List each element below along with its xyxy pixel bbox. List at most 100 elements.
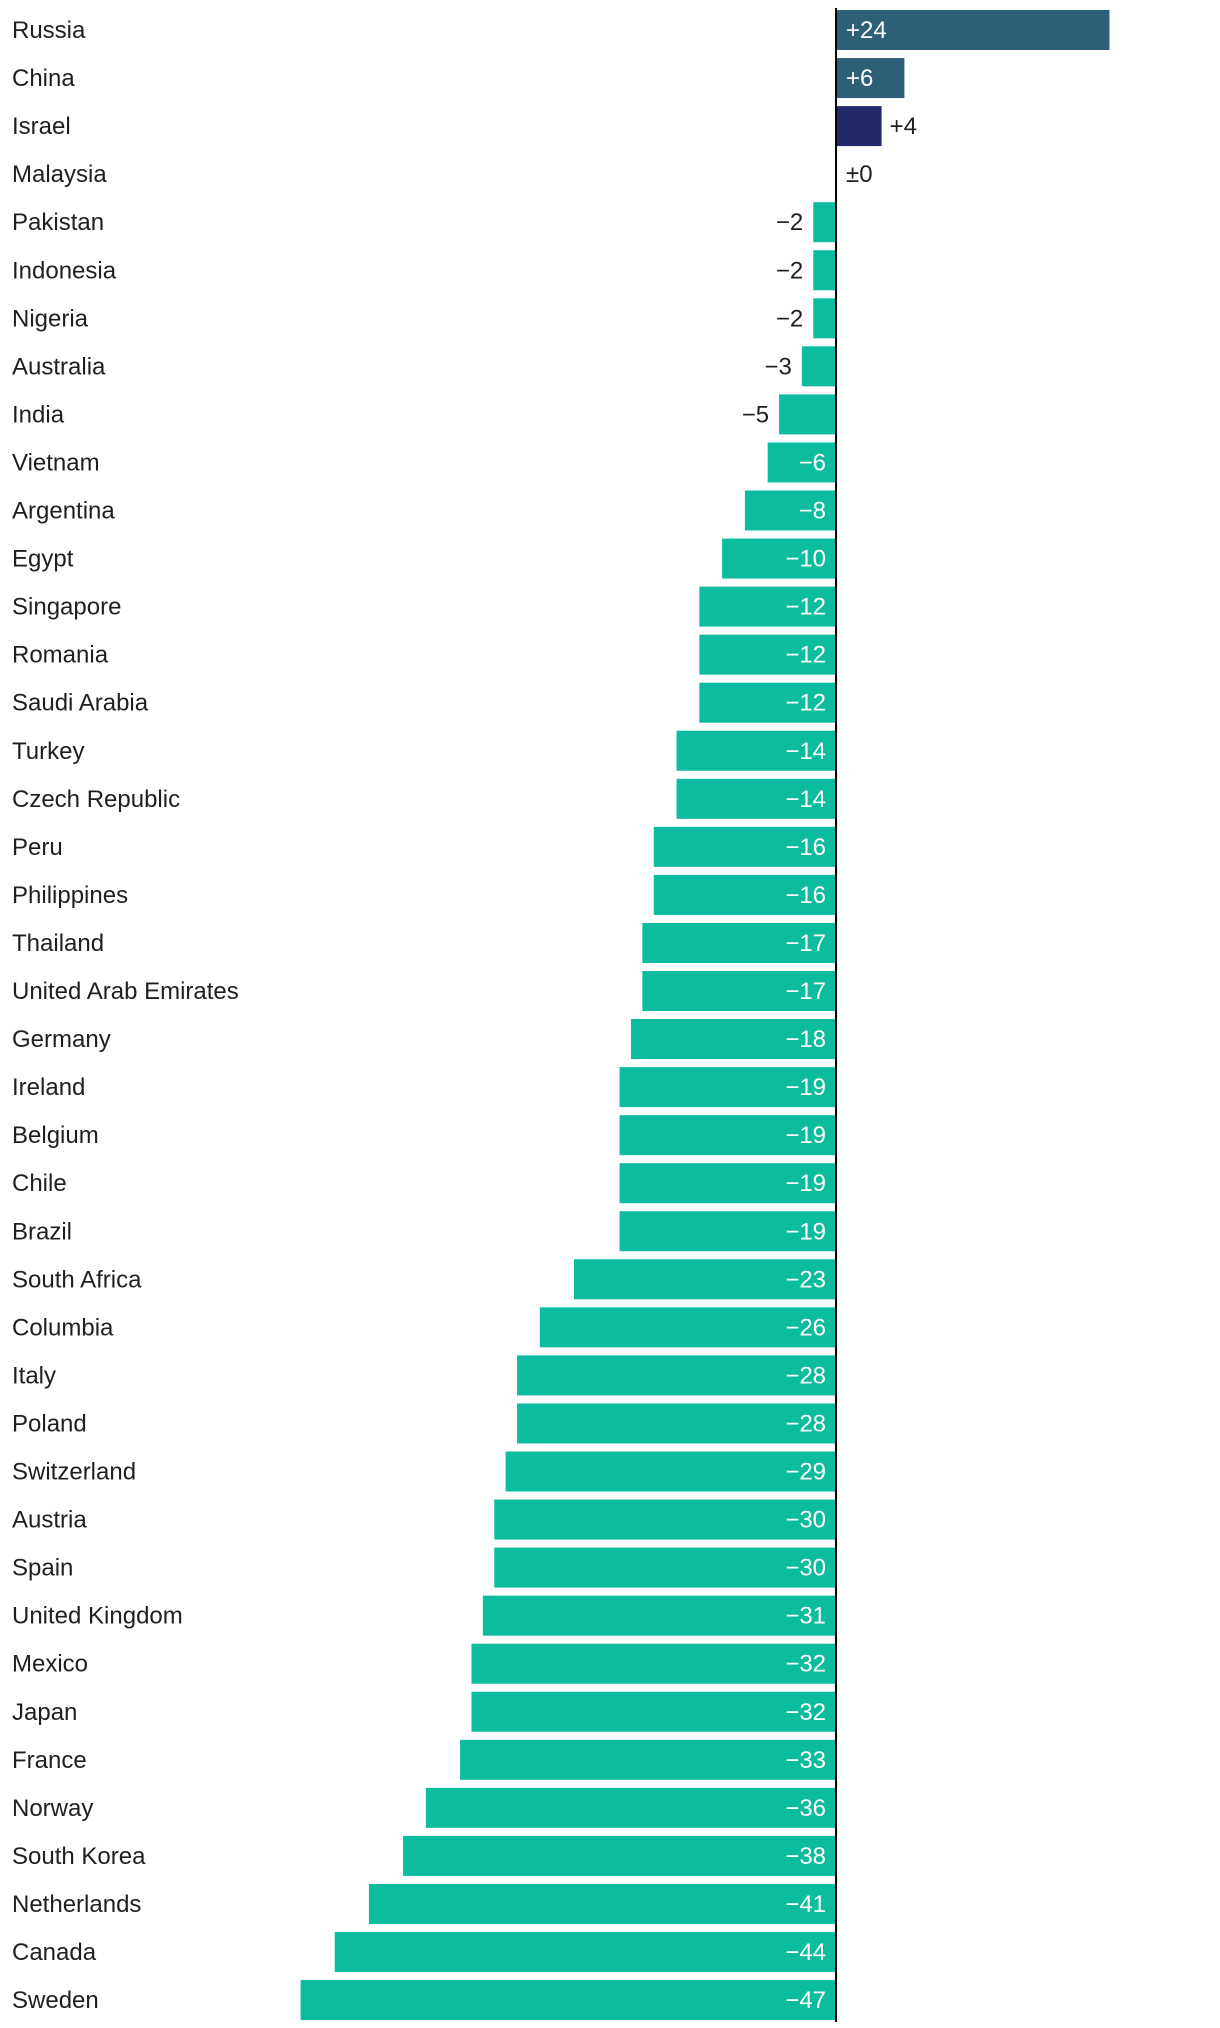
bar-italy (517, 1355, 837, 1396)
bar-turkey (676, 730, 837, 771)
bar-romania (699, 634, 837, 675)
bar-india (779, 394, 837, 435)
category-label-australia: Australia (12, 353, 106, 380)
category-label-malaysia: Malaysia (12, 161, 107, 188)
bar-czech-republic (676, 778, 837, 819)
bar-canada (334, 1932, 837, 1972)
value-label-chile: −19 (785, 1170, 826, 1197)
value-label-vietnam: −6 (799, 449, 826, 476)
bar-indonesia (813, 250, 837, 291)
value-label-austria: −30 (785, 1507, 826, 1534)
value-label-romania: −12 (785, 642, 826, 669)
bar-vietnam (767, 442, 837, 483)
category-label-japan: Japan (12, 1699, 77, 1726)
value-label-brazil: −19 (785, 1218, 826, 1245)
bar-nigeria (813, 298, 837, 339)
category-label-russia: Russia (12, 17, 86, 44)
bar-egypt (722, 538, 837, 579)
value-label-indonesia: −2 (776, 257, 803, 284)
category-label-belgium: Belgium (12, 1122, 99, 1149)
bar-china (836, 58, 905, 99)
category-label-india: India (12, 401, 65, 428)
category-label-saudi-arabia: Saudi Arabia (12, 690, 149, 717)
bar-netherlands (368, 1883, 837, 1924)
category-label-singapore: Singapore (12, 594, 121, 621)
category-label-ireland: Ireland (12, 1074, 85, 1101)
bar-norway (425, 1787, 837, 1828)
category-label-germany: Germany (12, 1026, 111, 1053)
value-label-peru: −16 (785, 834, 826, 861)
value-label-france: −33 (785, 1747, 826, 1774)
category-label-canada: Canada (12, 1939, 97, 1966)
value-label-south-africa: −23 (785, 1266, 826, 1293)
bar-chile (619, 1163, 837, 1204)
category-label-south-africa: South Africa (12, 1266, 142, 1293)
category-label-united-arab-emirates: United Arab Emirates (12, 978, 239, 1005)
category-label-pakistan: Pakistan (12, 209, 104, 236)
category-label-poland: Poland (12, 1410, 87, 1437)
value-label-mexico: −32 (785, 1651, 826, 1678)
value-label-argentina: −8 (799, 498, 826, 525)
bar-germany (630, 1019, 837, 1060)
category-label-united-kingdom: United Kingdom (12, 1603, 183, 1630)
category-label-austria: Austria (12, 1507, 87, 1534)
category-label-peru: Peru (12, 834, 63, 861)
bar-mexico (471, 1643, 837, 1684)
category-label-indonesia: Indonesia (12, 257, 117, 284)
category-label-columbia: Columbia (12, 1314, 114, 1341)
category-label-turkey: Turkey (12, 738, 84, 765)
value-label-south-korea: −38 (785, 1843, 826, 1870)
value-label-united-arab-emirates: −17 (785, 978, 826, 1005)
bar-brazil (619, 1211, 837, 1252)
value-label-thailand: −17 (785, 930, 826, 957)
category-label-netherlands: Netherlands (12, 1891, 141, 1918)
bar-united-arab-emirates (642, 971, 837, 1011)
category-label-thailand: Thailand (12, 930, 104, 957)
category-label-argentina: Argentina (12, 498, 115, 525)
category-label-israel: Israel (12, 113, 71, 140)
value-label-egypt: −10 (785, 546, 826, 573)
category-label-china: China (12, 65, 75, 92)
category-label-sweden: Sweden (12, 1987, 99, 2014)
bar-belgium (619, 1115, 837, 1156)
bar-columbia (539, 1307, 837, 1348)
bar-singapore (699, 586, 837, 627)
value-label-pakistan: −2 (776, 209, 803, 236)
bar-spain (494, 1547, 837, 1588)
bars-layer (300, 10, 1110, 2021)
value-label-australia: −3 (764, 353, 791, 380)
bar-switzerland (505, 1451, 837, 1492)
value-label-poland: −28 (785, 1410, 826, 1437)
value-label-india: −5 (742, 401, 769, 428)
value-label-japan: −32 (785, 1699, 826, 1726)
bar-ireland (619, 1067, 837, 1108)
category-label-italy: Italy (12, 1362, 56, 1389)
value-label-russia: +24 (846, 17, 887, 44)
category-label-romania: Romania (12, 642, 109, 669)
value-label-columbia: −26 (785, 1314, 826, 1341)
bar-philippines (653, 874, 837, 915)
bar-poland (517, 1403, 837, 1444)
value-label-nigeria: −2 (776, 305, 803, 332)
value-label-spain: −30 (785, 1555, 826, 1582)
value-label-malaysia: ±0 (846, 161, 873, 188)
value-label-germany: −18 (785, 1026, 826, 1053)
bar-israel (836, 106, 882, 147)
value-label-italy: −28 (785, 1362, 826, 1389)
bar-pakistan (813, 202, 837, 243)
bar-south-africa (574, 1259, 837, 1300)
value-label-united-kingdom: −31 (785, 1603, 826, 1630)
bar-france (460, 1739, 837, 1780)
value-label-sweden: −47 (785, 1987, 826, 2014)
value-label-singapore: −12 (785, 594, 826, 621)
value-label-china: +6 (846, 65, 873, 92)
value-label-netherlands: −41 (785, 1891, 826, 1918)
category-label-philippines: Philippines (12, 882, 128, 909)
value-label-israel: +4 (890, 113, 917, 140)
category-label-vietnam: Vietnam (12, 449, 100, 476)
category-label-brazil: Brazil (12, 1218, 72, 1245)
value-label-czech-republic: −14 (785, 786, 826, 813)
value-label-saudi-arabia: −12 (785, 690, 826, 717)
category-label-nigeria: Nigeria (12, 305, 89, 332)
